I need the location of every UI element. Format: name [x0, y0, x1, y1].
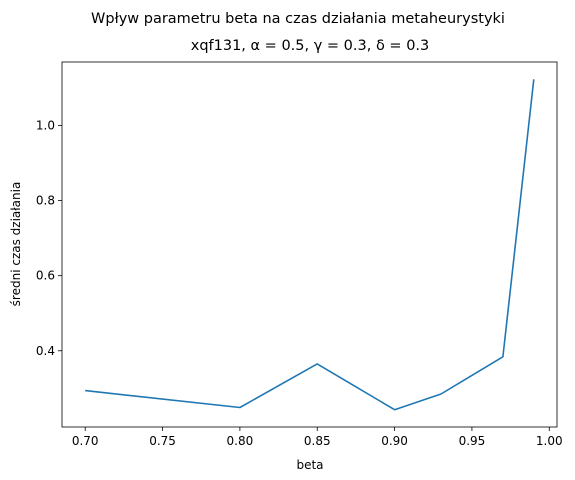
x-tick-label: 0.75: [149, 434, 176, 448]
x-tick-label: 0.70: [72, 434, 99, 448]
y-tick-label: 0.4: [36, 344, 55, 358]
x-tick-label: 0.95: [459, 434, 486, 448]
y-tick-label: 1.0: [36, 118, 55, 132]
y-axis: 0.4 0.6 0.8 1.0: [36, 118, 62, 358]
series-group: [85, 79, 535, 411]
x-tick-label: 0.80: [227, 434, 254, 448]
y-axis-label: średni czas działania: [9, 182, 23, 307]
x-tick-label: 1.00: [536, 434, 563, 448]
chart-title: xqf131, α = 0.5, γ = 0.3, δ = 0.3: [191, 38, 430, 54]
series-line: [85, 79, 535, 411]
x-axis: 0.70 0.75 0.80 0.85 0.90 0.95 1.00: [72, 427, 563, 448]
chart-suptitle: Wpływ parametru beta na czas działania m…: [91, 11, 505, 27]
x-axis-label: beta: [296, 458, 323, 472]
x-tick-label: 0.85: [304, 434, 331, 448]
plot-area: 0.70 0.75 0.80 0.85 0.90 0.95 1.00 0.4 0.6 0.8 1.…: [36, 61, 563, 448]
x-tick-label: 0.90: [381, 434, 408, 448]
y-tick-label: 0.8: [36, 194, 55, 208]
axes-frame: [61, 61, 558, 428]
y-tick-label: 0.6: [36, 269, 55, 283]
